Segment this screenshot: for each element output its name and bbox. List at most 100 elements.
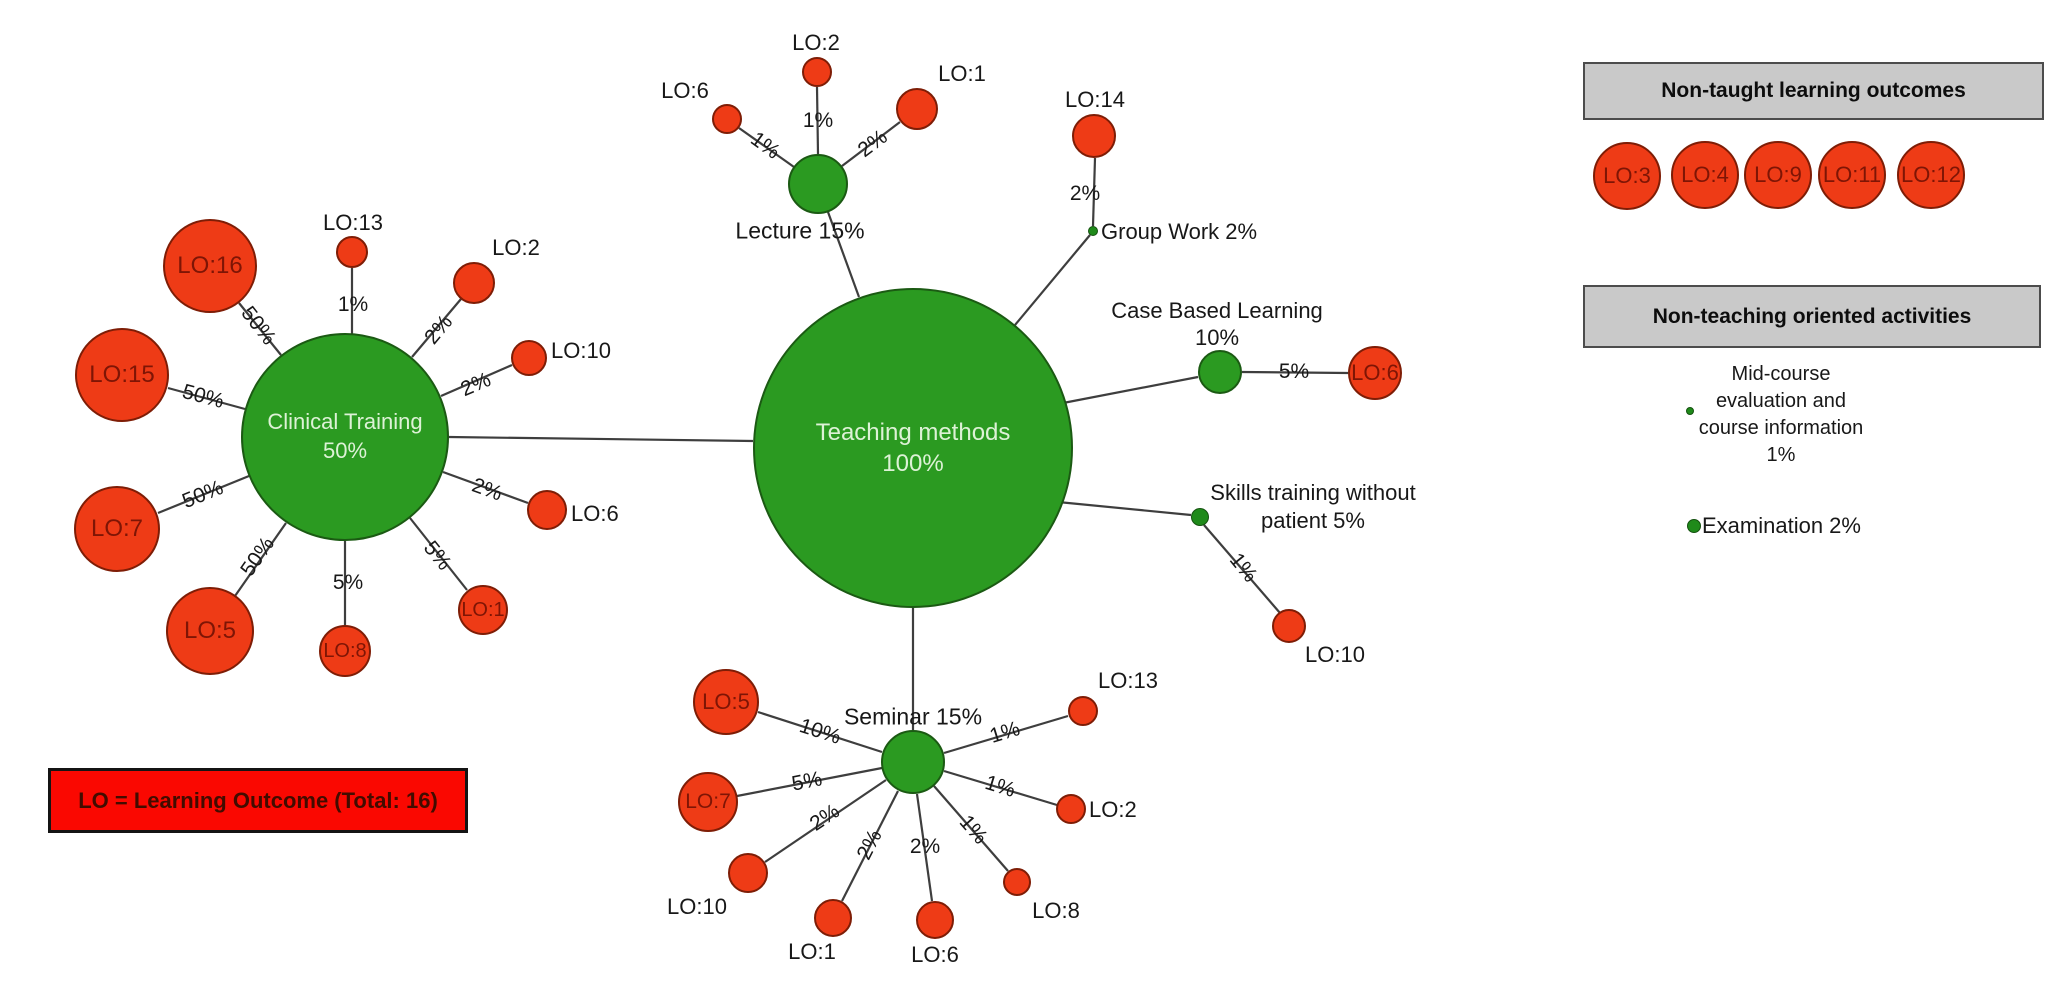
node-clinical-lo7: LO:7 (74, 486, 160, 572)
nontaught-lo4-label: LO:4 (1681, 162, 1729, 187)
edge-clinical-lo2 (411, 298, 462, 358)
edge-teaching-casebased (1062, 375, 1199, 405)
mid-course-dot (1686, 407, 1694, 415)
seminar-lo6-label: LO:6 (911, 942, 959, 967)
node-lecture-lo2 (802, 57, 832, 87)
teaching-methods-label-line2: 100% (882, 450, 944, 477)
edge-lecture-lo2 (815, 86, 820, 155)
edge-clinical-lo10 (440, 363, 513, 398)
edge-clinical-lo6 (442, 470, 529, 505)
seminar-lo7-label: LO:7 (685, 790, 731, 813)
lecture-lo1-label: LO:1 (938, 61, 986, 86)
node-groupwork-lo14 (1072, 114, 1116, 158)
clinical-lo13-pct: 1% (337, 293, 369, 316)
edge-lecture-lo6 (738, 127, 795, 168)
non-teaching-title: Non-teaching oriented activities (1652, 304, 1972, 328)
edge-teaching-lecture (826, 211, 861, 298)
seminar-lo10-label: LO:10 (667, 894, 727, 919)
teaching-methods-label-line1: Teaching methods (815, 418, 1011, 446)
non-teaching-header: Non-teaching oriented activities (1583, 285, 2041, 348)
mid-course-pct: 1% (1766, 444, 1796, 466)
node-nontaught-lo12: LO:12 (1897, 141, 1965, 209)
edge-teaching-skills (1057, 500, 1192, 517)
clinical-lo13-label: LO:13 (323, 210, 383, 235)
edge-skills-lo10 (1203, 524, 1281, 614)
node-clinical-lo10 (511, 340, 547, 376)
mid-course-line3: course information (1698, 417, 1864, 439)
edge-groupwork-lo14 (1091, 157, 1097, 227)
clinical-lo7-label: LO:7 (90, 515, 144, 542)
clinical-lo15-label: LO:15 (89, 361, 155, 388)
nontaught-lo3-label: LO:3 (1603, 163, 1651, 188)
seminar-lo2-label: LO:2 (1089, 797, 1137, 822)
node-lecture-lo6 (712, 104, 742, 134)
node-clinical-lo16: LO:16 (163, 219, 257, 313)
edge-casebased-lo6 (1241, 370, 1349, 375)
node-skills-training (1191, 508, 1209, 526)
node-skills-lo10 (1272, 609, 1306, 643)
teaching-methods-label: Teaching methods 100% (816, 417, 1011, 479)
node-nontaught-lo4: LO:4 (1671, 141, 1739, 209)
nontaught-lo9-label: LO:9 (1754, 162, 1802, 187)
node-clinical-lo15: LO:15 (75, 328, 169, 422)
clinical-lo8-pct: 5% (332, 571, 364, 594)
casebased-lo6-pct: 5% (1278, 360, 1310, 383)
edge-seminar-lo6 (915, 793, 934, 902)
node-clinical-lo5: LO:5 (166, 587, 254, 675)
node-clinical-lo13 (336, 236, 368, 268)
seminar-lo8-label: LO:8 (1032, 898, 1080, 923)
node-group-work (1088, 226, 1098, 236)
node-case-based-learning (1198, 350, 1242, 394)
node-nontaught-lo11: LO:11 (1818, 141, 1886, 209)
node-seminar-lo1 (814, 899, 852, 937)
seminar-lo1-label: LO:1 (788, 939, 836, 964)
lecture-lo2-label: LO:2 (792, 30, 840, 55)
edge-clinical-lo15 (167, 386, 246, 411)
groupwork-lo14-label: LO:14 (1065, 87, 1125, 112)
clinical-lo6-label: LO:6 (571, 501, 619, 526)
node-clinical-lo8: LO:8 (319, 625, 371, 677)
edge-clinical-lo7 (157, 474, 250, 515)
clinical-lo10-label: LO:10 (551, 338, 611, 363)
case-based-learning-label: Case Based Learning (1111, 298, 1323, 323)
lecture-lo6-label: LO:6 (661, 78, 709, 103)
edge-seminar-lo5 (757, 710, 883, 754)
skills-training-label-line1: Skills training without (1210, 480, 1416, 505)
node-clinical-lo2 (453, 262, 495, 304)
lecture-label: Lecture 15% (735, 217, 865, 244)
edge-teaching-groupwork (1014, 234, 1091, 326)
clinical-lo5-label: LO:5 (183, 617, 237, 644)
group-work-label: Group Work 2% (1101, 219, 1258, 244)
legend-box: LO = Learning Outcome (Total: 16) (48, 768, 468, 833)
clinical-lo2-label: LO:2 (492, 235, 540, 260)
node-seminar-lo10 (728, 853, 768, 893)
seminar-lo6-pct: 2% (909, 835, 941, 858)
seminar-lo13-label: LO:13 (1098, 668, 1158, 693)
lecture-lo2-pct: 1% (802, 109, 834, 132)
mid-course-line1: Mid-course (1731, 363, 1831, 385)
node-seminar-lo5: LO:5 (693, 669, 759, 735)
seminar-lo5-label: LO:5 (702, 689, 750, 714)
clinical-lo8-label: LO:8 (323, 639, 367, 662)
node-teaching-methods: Teaching methods 100% (753, 288, 1073, 608)
edge-clinical-lo16 (238, 302, 282, 356)
edge-clinical-lo1 (409, 517, 468, 591)
node-seminar-lo13 (1068, 696, 1098, 726)
edge-seminar-lo13 (943, 714, 1069, 755)
edge-seminar-lo7 (736, 766, 883, 798)
groupwork-lo14-pct: 2% (1069, 182, 1101, 205)
nontaught-lo12-label: LO:12 (1901, 162, 1961, 187)
node-lecture (788, 154, 848, 214)
node-casebased-lo6: LO:6 (1348, 346, 1402, 400)
node-clinical-lo1: LO:1 (458, 585, 508, 635)
casebased-lo6-label: LO:6 (1351, 360, 1399, 385)
skills-training-label-line2: patient 5% (1261, 508, 1365, 533)
edge-clinical-lo5 (234, 522, 287, 597)
node-seminar-lo7: LO:7 (678, 772, 738, 832)
mid-course-line2: evaluation and (1715, 390, 1847, 412)
node-seminar (881, 730, 945, 794)
non-taught-title: Non-taught learning outcomes (1661, 79, 1966, 102)
legend-text: LO = Learning Outcome (Total: 16) (78, 787, 438, 813)
